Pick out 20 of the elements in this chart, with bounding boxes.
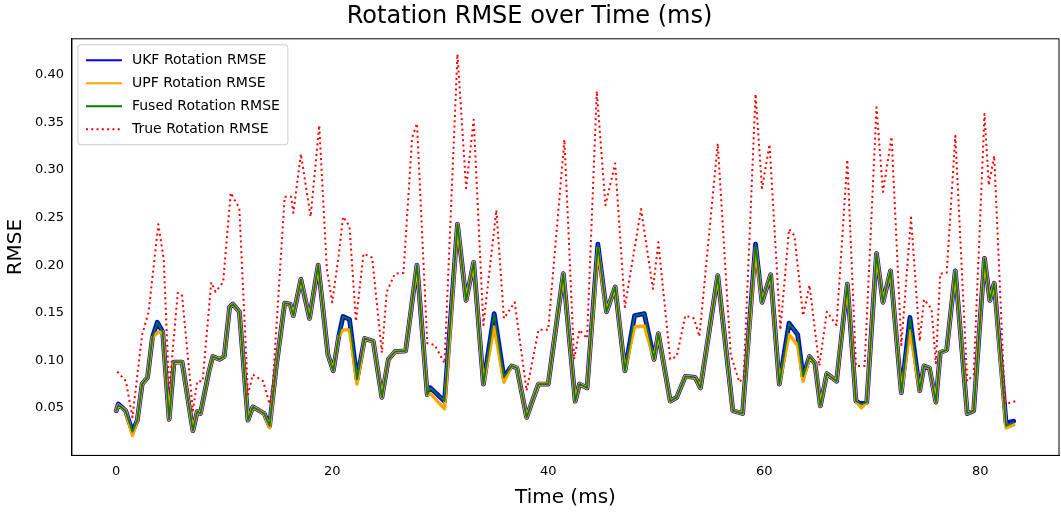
y-tick-label: 0.30 (34, 161, 64, 177)
y-tick-label: 0.25 (34, 208, 64, 224)
y-tick-label: 0.20 (34, 256, 64, 272)
x-tick-label: 80 (971, 462, 989, 478)
x-tick-label: 60 (755, 462, 773, 478)
legend-label: UPF Rotation RMSE (131, 73, 266, 90)
legend-label: Fused Rotation RMSE (131, 96, 280, 113)
x-axis-title: Time (ms) (514, 484, 616, 509)
y-tick-label: 0.10 (34, 351, 64, 367)
legend-label: True Rotation RMSE (130, 119, 269, 136)
x-tick-label: 0 (112, 462, 121, 478)
chart-title: Rotation RMSE over Time (ms) (346, 0, 713, 29)
y-tick-label: 0.05 (34, 399, 64, 415)
y-tick-label: 0.15 (34, 304, 64, 320)
y-axis-title: RMSE (2, 218, 27, 276)
x-tick-label: 20 (323, 462, 341, 478)
y-tick-label: 0.40 (34, 66, 64, 82)
x-tick-label: 40 (539, 462, 557, 478)
legend-label: UKF Rotation RMSE (131, 50, 267, 67)
y-tick-label: 0.35 (34, 113, 64, 129)
